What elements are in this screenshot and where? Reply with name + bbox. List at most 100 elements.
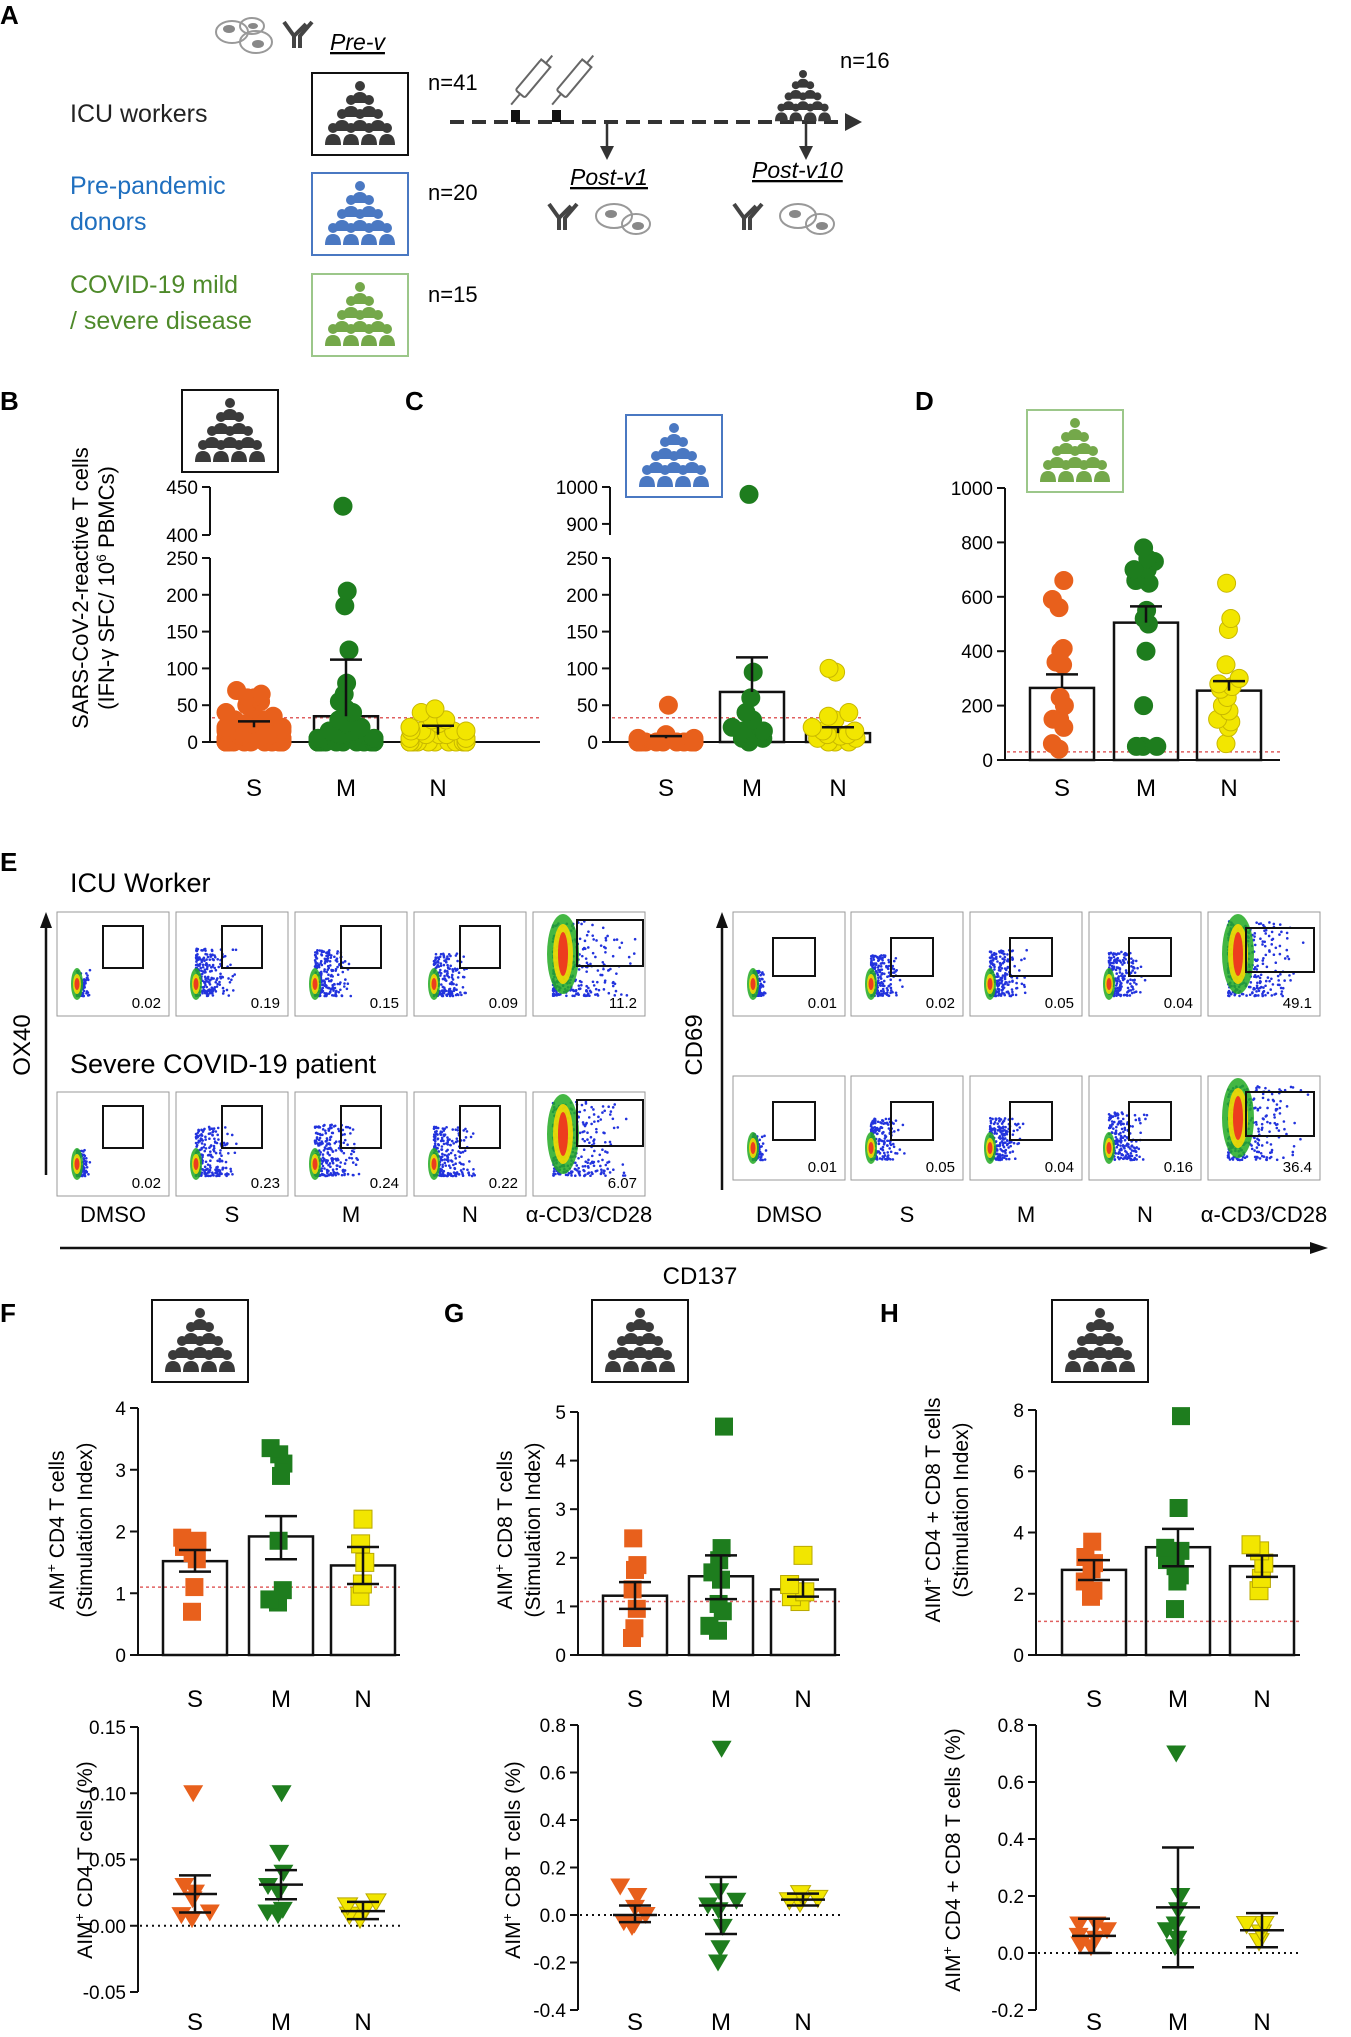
- people-icon: [1040, 418, 1110, 482]
- flow-event: [1256, 981, 1259, 985]
- person-body: [1092, 1347, 1108, 1358]
- flow-event: [449, 1166, 452, 1170]
- person-head: [608, 1350, 618, 1360]
- flow-event: [603, 981, 607, 984]
- flow-event: [208, 1168, 212, 1172]
- flow-event: [213, 955, 217, 959]
- flow-plot: 0.01: [732, 911, 846, 1017]
- person-body: [201, 1333, 217, 1344]
- point-S: [628, 1556, 647, 1575]
- flow-event: [999, 963, 1003, 966]
- flow-event: [214, 980, 218, 984]
- flow-event: [331, 975, 334, 978]
- flow-event: [336, 973, 340, 977]
- flow-event: [1262, 989, 1266, 993]
- flow-event: [587, 946, 590, 949]
- flow-event: [226, 1142, 229, 1145]
- flow-event: [881, 972, 884, 975]
- flow-event: [460, 1162, 463, 1166]
- flow-event: [589, 990, 593, 994]
- flow-event: [335, 1164, 339, 1167]
- flow-event: [433, 1135, 436, 1139]
- flow-density-core: [987, 1142, 993, 1154]
- panel-label-e: E: [0, 847, 17, 877]
- person-head: [225, 398, 235, 408]
- gate-percentage: 0.19: [251, 995, 280, 1012]
- flow-plot: 0.04: [969, 1075, 1083, 1181]
- flow-event: [322, 979, 326, 982]
- person-body: [343, 134, 359, 145]
- flow-event: [903, 1152, 906, 1155]
- flow-event: [876, 990, 879, 993]
- flow-event: [1112, 961, 1115, 964]
- flow-event: [213, 966, 217, 970]
- flow-event: [1130, 991, 1134, 995]
- flow-event: [229, 963, 232, 967]
- flow-event: [439, 964, 443, 968]
- flow-event: [758, 1150, 762, 1154]
- flow-plot: 0.22: [413, 1091, 527, 1197]
- flow-event: [1286, 955, 1289, 958]
- flow-event: [330, 954, 333, 957]
- flow-event: [1281, 994, 1284, 998]
- y-tick-label: 0.4: [998, 1830, 1025, 1851]
- person-body: [370, 321, 386, 332]
- flow-event: [1117, 966, 1120, 970]
- person-body: [818, 112, 831, 122]
- aim-ylabel-part: AIM: [942, 1954, 965, 1991]
- flow-event: [205, 985, 209, 989]
- flow-event: [1121, 972, 1124, 976]
- flow-event: [875, 1126, 879, 1130]
- flow-event: [447, 987, 451, 991]
- flow-event: [590, 1122, 593, 1126]
- flow-event: [567, 1171, 571, 1175]
- flow-event: [887, 1127, 891, 1130]
- person-body: [379, 335, 395, 346]
- flow-plot: 0.02: [56, 911, 170, 1017]
- flow-event: [1119, 1144, 1122, 1147]
- point-M: [708, 1954, 728, 1972]
- person-head: [216, 440, 226, 450]
- person-body: [204, 437, 220, 448]
- y-tick-label: 900: [566, 515, 598, 536]
- ox40-label: OX40: [9, 1014, 36, 1075]
- flow-event: [592, 1138, 596, 1141]
- flow-event: [1121, 1117, 1125, 1121]
- flow-event: [220, 1159, 224, 1163]
- flow-event: [1247, 985, 1251, 989]
- flow-event: [199, 1138, 203, 1141]
- flow-event: [433, 1145, 436, 1148]
- flow-event: [459, 1169, 463, 1172]
- flow-event: [325, 1137, 329, 1140]
- flow-event: [1011, 980, 1014, 983]
- flow-event: [343, 1172, 346, 1176]
- flow-event: [993, 1132, 996, 1135]
- person-head: [382, 123, 392, 133]
- flow-event: [201, 1159, 204, 1163]
- flow-event: [316, 1142, 320, 1145]
- flow-event: [455, 1137, 459, 1140]
- flow-event: [612, 1168, 615, 1172]
- flow-event: [1126, 990, 1130, 993]
- flow-event: [344, 978, 347, 981]
- person-body: [641, 1333, 657, 1344]
- point-S: [624, 1529, 643, 1548]
- flow-event: [597, 1160, 600, 1163]
- point-M: [1165, 1939, 1185, 1957]
- elispot-ylabel-part: (IFN-γ SFC/ 10: [94, 562, 119, 710]
- y-tick-label: 0.2: [998, 1887, 1024, 1908]
- flow-event: [1114, 1114, 1117, 1118]
- people-icon: [325, 282, 395, 346]
- flow-event: [632, 952, 636, 955]
- flow-event: [873, 962, 877, 965]
- flow-event: [206, 976, 209, 980]
- flow-event: [212, 1149, 216, 1153]
- flow-event: [329, 964, 332, 967]
- person-body: [803, 90, 817, 99]
- flow-event: [198, 1140, 201, 1143]
- point-M: [711, 1740, 732, 1758]
- flow-event: [456, 959, 459, 963]
- flow-event: [602, 1172, 606, 1175]
- flow-event: [1116, 1123, 1120, 1126]
- point-M: [722, 717, 742, 737]
